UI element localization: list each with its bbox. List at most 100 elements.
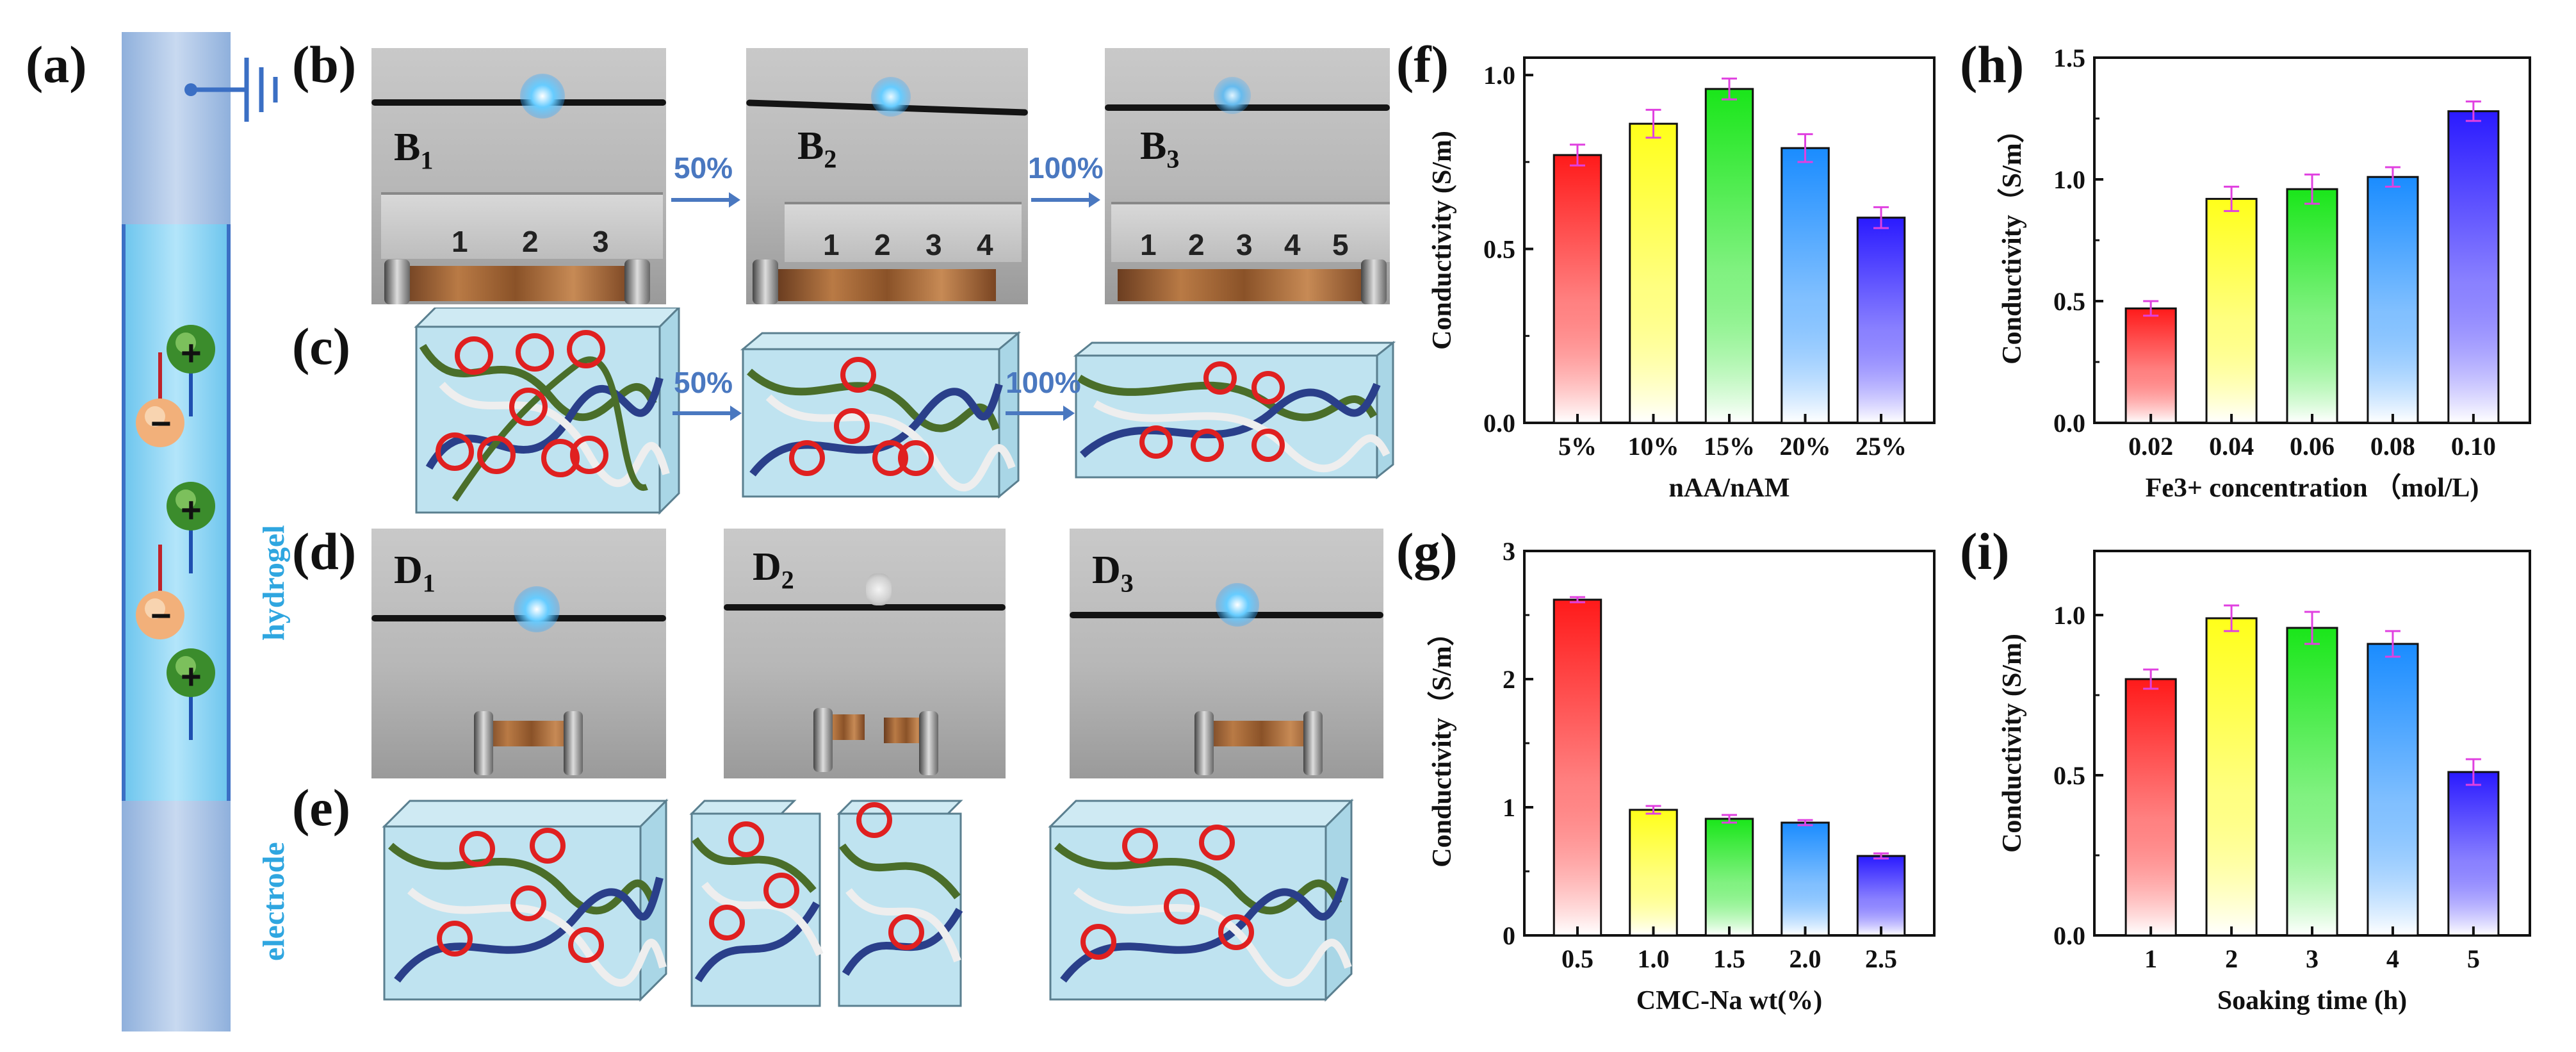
y-axis-label: Conductivity（S/m） xyxy=(1997,116,2027,364)
panel-label-c: (c) xyxy=(292,317,351,375)
y-tick-label: 0.0 xyxy=(2053,409,2085,438)
ruler-number: 4 xyxy=(977,228,993,261)
arrow-right-icon xyxy=(673,406,742,421)
led-icon xyxy=(866,573,892,605)
cation-sign: + xyxy=(181,489,202,530)
ruler-number: 1 xyxy=(1140,228,1157,261)
bar xyxy=(1704,818,1754,937)
bar xyxy=(1856,855,1906,937)
ruler-number: 2 xyxy=(874,228,891,261)
y-axis-label: Conductivity (S/m) xyxy=(1998,634,2027,853)
stretch-label: 50% xyxy=(674,366,733,399)
hydrogel-strip xyxy=(1118,269,1371,301)
x-tick-label: 2 xyxy=(2225,944,2238,973)
ruler xyxy=(1111,202,1390,262)
y-tick-label: 1.0 xyxy=(2053,165,2085,194)
bar xyxy=(2447,771,2500,937)
photo-label-d2: D2 xyxy=(753,545,794,595)
network-cube-fractured-right xyxy=(836,800,963,1007)
ground-icon xyxy=(184,58,278,122)
led-icon xyxy=(1214,77,1251,114)
top-electrode xyxy=(122,32,231,224)
chart-h: 0.0 0.5 1.0 1.5 0.02 0.04 0.06 0.08 0.10 Fe3+ con… xyxy=(1997,44,2531,503)
network-cube xyxy=(1073,340,1396,480)
bar xyxy=(1704,88,1754,424)
network-cube xyxy=(1048,798,1354,1002)
ruler-number: 1 xyxy=(452,225,468,258)
schematic-column xyxy=(122,32,231,1031)
x-tick-label: 20% xyxy=(1780,432,1831,461)
y-tick-label: 1.5 xyxy=(2053,44,2085,72)
y-tick-label: 1.0 xyxy=(1483,61,1515,90)
cation-icon xyxy=(167,482,215,573)
anion-icon xyxy=(136,545,184,639)
panel-label-a: (a) xyxy=(26,35,87,94)
photo-label-d1: D1 xyxy=(394,548,436,598)
y-axis-label: Conductivity（S/m） xyxy=(1427,619,1457,867)
network-cube xyxy=(740,331,1022,499)
bar xyxy=(2367,176,2419,424)
electrode-label: electrode xyxy=(257,842,291,961)
bar xyxy=(1781,147,1830,424)
x-tick-label: 0.5 xyxy=(1561,944,1594,973)
ruler-number: 5 xyxy=(1332,228,1349,261)
ruler-number: 2 xyxy=(1188,228,1205,261)
x-tick-label: 10% xyxy=(1627,432,1679,461)
network-diagram-c xyxy=(414,308,1396,515)
led-icon xyxy=(514,586,560,632)
x-tick-label: 0.06 xyxy=(2290,432,2335,461)
photo-d1: D1 xyxy=(371,529,666,778)
bar xyxy=(1553,598,1602,937)
stretch-label: 50% xyxy=(674,151,733,185)
ruler-number: 3 xyxy=(925,228,942,261)
photo-label-b3: B3 xyxy=(1140,124,1180,174)
bar xyxy=(2205,197,2258,424)
x-tick-label: 1 xyxy=(2144,944,2157,973)
ruler-number: 3 xyxy=(592,225,609,258)
x-tick-label: 15% xyxy=(1704,432,1755,461)
y-tick-label: 2 xyxy=(1503,665,1515,694)
panel-label-g: (g) xyxy=(1396,522,1458,580)
x-tick-label: 1.5 xyxy=(1713,944,1745,973)
y-tick-label: 1 xyxy=(1503,793,1515,822)
chart-g: 0 1 2 3 0.5 1.0 1.5 2.0 2.5 CMC-Na wt(%) Conductiv… xyxy=(1427,537,1936,1015)
cation-sign: + xyxy=(181,656,202,696)
bar xyxy=(1629,809,1678,937)
x-tick-label: 1.0 xyxy=(1637,944,1669,973)
x-tick-label: 0.02 xyxy=(2128,432,2173,461)
x-tick-label: 4 xyxy=(2386,944,2399,973)
bar xyxy=(2447,110,2500,424)
arrow-right-icon xyxy=(1031,192,1100,208)
network-diagram-e xyxy=(382,798,1354,1007)
y-tick-label: 0.5 xyxy=(1483,235,1515,264)
hydrogel-strip xyxy=(778,269,996,301)
ruler xyxy=(785,202,1022,262)
network-cube-fractured-left xyxy=(689,800,824,1007)
x-tick-label: 3 xyxy=(2306,944,2319,973)
panel-label-f: (f) xyxy=(1396,35,1449,94)
network-cube xyxy=(414,308,681,515)
led-icon xyxy=(1216,583,1259,627)
photo-b3: B3 1 2 3 4 5 xyxy=(1105,48,1390,304)
bar xyxy=(2286,627,2338,937)
x-tick-label: 5 xyxy=(2467,944,2480,973)
bar xyxy=(2286,188,2338,424)
x-tick-label: 2.0 xyxy=(1789,944,1822,973)
ruler-number: 1 xyxy=(823,228,840,261)
hydrogel-strip xyxy=(400,266,631,301)
hydrogel-label: hydrogel xyxy=(257,525,291,641)
bar xyxy=(2124,678,2177,937)
photo-label-b2: B2 xyxy=(797,124,837,174)
y-tick-label: 0.0 xyxy=(2053,921,2085,950)
x-tick-label: 0.08 xyxy=(2370,432,2415,461)
cation-sign: + xyxy=(181,333,202,373)
chart-f: 0.0 0.5 1.0 5% 10% 15% 20% 25% nAA/nAM Conductivi… xyxy=(1428,56,1936,503)
ruler xyxy=(381,192,663,259)
bar xyxy=(2124,307,2177,424)
x-axis-label: Fe3+ concentration （mol/L) xyxy=(2146,473,2479,503)
led-icon xyxy=(520,74,565,119)
ion-layer xyxy=(136,325,215,740)
panel-label-e: (e) xyxy=(292,778,351,837)
x-tick-label: 0.04 xyxy=(2209,432,2254,461)
photo-b1: B1 1 2 3 xyxy=(371,48,666,304)
